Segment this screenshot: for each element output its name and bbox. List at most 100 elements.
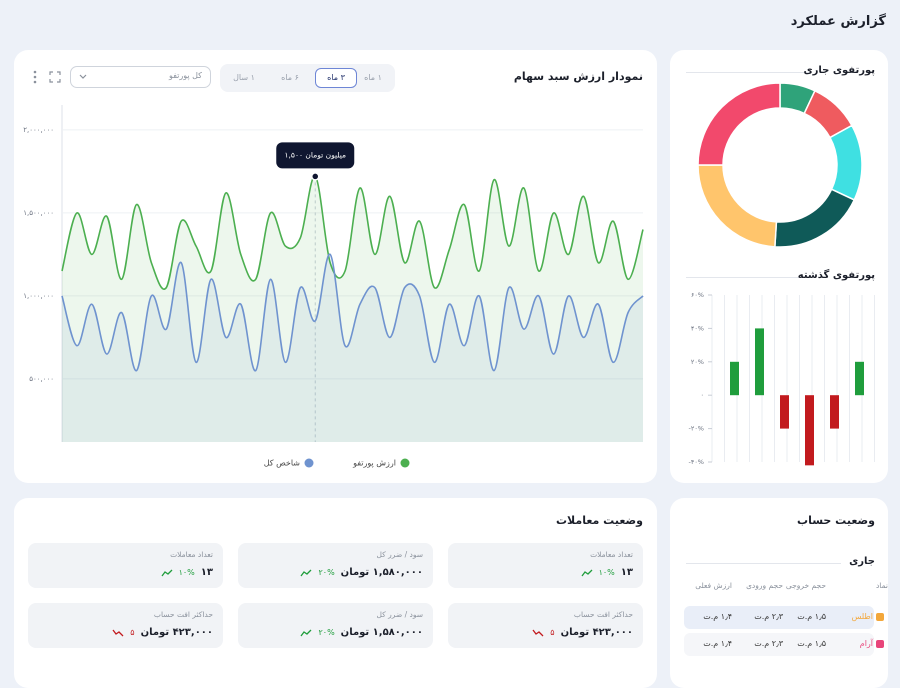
account-section: جاری (849, 556, 875, 567)
bar (755, 328, 764, 396)
bar (855, 361, 864, 396)
stat-change: ۱۰% (598, 568, 615, 577)
table-cell: ۱٫۵ م.ت (797, 612, 826, 621)
stat-value: ۱,۵۸۰,۰۰۰ تومان (340, 567, 423, 578)
stat-change: ۵ (130, 628, 135, 637)
menu-icon[interactable] (33, 70, 37, 84)
period-button[interactable]: ۱ ماه (364, 73, 382, 82)
y-tick-label: -۲۰% (688, 425, 704, 433)
trend-line (532, 629, 544, 636)
trend-icon (300, 569, 312, 576)
tooltip-dot (311, 172, 320, 181)
column-header: حجم ورودی (746, 581, 783, 590)
filter-text: کل پورتفو (168, 71, 202, 80)
stat-row: ۱۳ ۱۰% (161, 567, 213, 578)
bar-chart: ۶۰% ۴۰% ۲۰% ۰ -۲۰% -۴۰% (688, 291, 875, 466)
line-card (14, 50, 657, 483)
account-card (670, 498, 888, 688)
legend-label: ارزش پورتفو (352, 459, 396, 468)
bar (780, 395, 789, 429)
trend-icon (112, 629, 124, 636)
pie-chart (697, 82, 863, 248)
stat-card: تعداد معاملات ۱۳ ۱۰% (28, 543, 223, 588)
trend-line (161, 569, 173, 576)
line-title: نمودار ارزش سبد سهام (513, 70, 643, 83)
table-cell: ۲٫۳ م.ت (754, 639, 783, 648)
y-tick-label: ۶۰% (691, 291, 704, 299)
stat-change: ۵ (550, 628, 555, 637)
trend-line (112, 629, 124, 636)
trend-icon (300, 629, 312, 636)
series-line (61, 175, 644, 290)
trend-icon (581, 569, 593, 576)
stat-change: ۲۰% (318, 628, 335, 637)
legend-marker (304, 458, 314, 468)
legend-label: شاخص کل (264, 459, 301, 468)
tooltip-text: ۱,۵۰۰ میلیون تومان (285, 150, 346, 159)
stat-card: سود / ضرر کل ۱,۵۸۰,۰۰۰ تومان ۲۰% (238, 603, 433, 648)
trend-icon (161, 569, 173, 576)
pie-segment (828, 124, 863, 201)
series-area (62, 176, 643, 442)
filter-dropdown[interactable]: کل پورتفو (70, 66, 211, 88)
stat-label: حداکثر افت حساب (153, 610, 213, 619)
symbol-icon (876, 640, 884, 648)
column-header: نماد (875, 581, 888, 590)
tooltip-box (276, 142, 355, 169)
chevron (79, 74, 87, 79)
bar-title: پورتفوی گذشته (797, 270, 875, 281)
symbol-icon (876, 613, 884, 621)
column-header: ارزش فعلی (695, 581, 732, 590)
symbol: آرام (859, 639, 873, 648)
table-cell: ۱٫۴ م.ت (703, 639, 732, 648)
stat-label: تعداد معاملات (590, 550, 633, 559)
y-tick-label: ۵۰۰,۰۰۰ (29, 375, 54, 383)
bar (730, 361, 739, 396)
stat-row: ۱,۵۸۰,۰۰۰ تومان ۲۰% (300, 567, 423, 578)
period-button[interactable]: ۶ ماه (281, 73, 299, 82)
page-title: گزارش عملکرد (790, 14, 886, 29)
stat-card: تعداد معاملات ۱۳ ۱۰% (448, 543, 643, 588)
stat-card: حداکثر افت حساب ۴۲۳,۰۰۰ تومان ۵ (448, 603, 643, 648)
series-area (62, 254, 643, 442)
page: dashboard {"header": {"title": "گزارش عم… (14, 14, 888, 688)
pie-title: پورتفوی جاری (803, 65, 875, 76)
bar (830, 395, 839, 429)
period-group: ۱ ماه ۳ ماه ۶ ماه ۱ سال (220, 64, 395, 92)
stat-change: ۱۰% (178, 568, 195, 577)
table-row (684, 606, 874, 629)
period-button[interactable]: ۳ ماه (315, 68, 357, 88)
y-tick-label: ۲۰% (691, 358, 704, 366)
stat-row: ۴۲۳,۰۰۰ تومان ۵ (112, 627, 213, 638)
expand-icon[interactable] (49, 71, 61, 83)
stat-label: سود / ضرر کل (376, 610, 423, 619)
pie-segment (774, 188, 856, 248)
stat-label: سود / ضرر کل (376, 550, 423, 559)
stat-row: ۱۳ ۱۰% (581, 567, 633, 578)
stat-row: ۱,۵۸۰,۰۰۰ تومان ۲۰% (300, 627, 423, 638)
symbol: اطلس (851, 612, 873, 621)
stat-value: ۴۲۳,۰۰۰ تومان (140, 627, 213, 638)
stat-row: ۴۲۳,۰۰۰ تومان ۵ (532, 627, 633, 638)
trend-icon (532, 629, 544, 636)
stat-card: سود / ضرر کل ۱,۵۸۰,۰۰۰ تومان ۲۰% (238, 543, 433, 588)
period-button[interactable]: ۱ سال (233, 73, 255, 82)
trades-card (14, 498, 657, 688)
y-tick-label: ۱,۵۰۰,۰۰۰ (23, 209, 54, 217)
bar (805, 395, 814, 466)
column-header: حجم خروجی (785, 581, 826, 590)
line-chart: ۵۰۰,۰۰۰ ۱,۰۰۰,۰۰۰ ۱,۵۰۰,۰۰۰ ۲,۰۰۰,۰۰۰ ۱,۵۰۰ … (23, 105, 644, 468)
y-tick-label: ۱,۰۰۰,۰۰۰ (23, 292, 54, 300)
stat-card: حداکثر افت حساب ۴۲۳,۰۰۰ تومان ۵ (28, 603, 223, 648)
account-title: وضعیت حساب (797, 514, 875, 527)
table-cell: ۱٫۴ م.ت (703, 612, 732, 621)
stat-label: تعداد معاملات (170, 550, 213, 559)
table-cell: ۱٫۵ م.ت (797, 639, 826, 648)
trend-line (300, 569, 312, 576)
y-tick-label: ۴۰% (691, 324, 704, 332)
y-tick-label: -۴۰% (688, 458, 704, 466)
y-tick-label: ۲,۰۰۰,۰۰۰ (23, 126, 54, 134)
stat-label: حداکثر افت حساب (573, 610, 633, 619)
pie-segment (697, 164, 778, 248)
table-row (684, 633, 874, 656)
